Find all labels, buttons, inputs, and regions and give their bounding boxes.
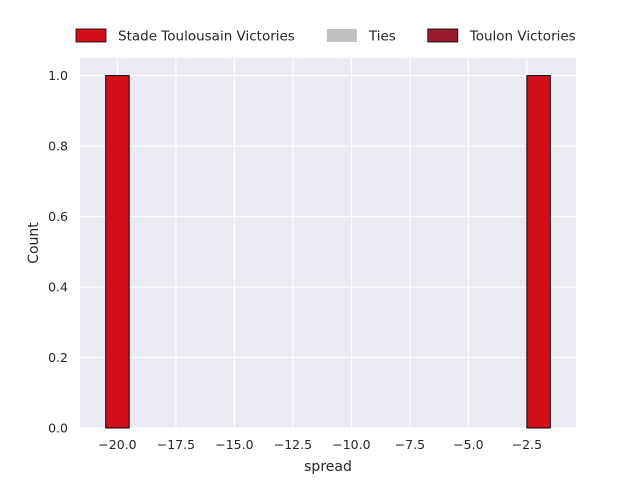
legend-swatch — [326, 29, 357, 42]
y-tick-label: 0.0 — [48, 421, 68, 436]
x-tick-label: −7.5 — [395, 437, 425, 452]
x-tick-label: −12.5 — [274, 437, 312, 452]
x-tick-label: −20.0 — [98, 437, 136, 452]
grid-lines — [80, 58, 576, 429]
legend-label: Ties — [368, 29, 396, 45]
legend-entry: Stade Toulousain Victories — [75, 28, 295, 45]
y-tick-label: 0.2 — [48, 350, 68, 365]
x-axis-label: spread — [304, 459, 352, 475]
x-tick-label: −17.5 — [157, 437, 195, 452]
y-axis: 0.0 0.2 0.4 0.6 0.8 1.0 — [48, 68, 68, 435]
legend-swatch — [75, 28, 107, 43]
legend-swatch — [427, 28, 459, 43]
plot-background — [80, 58, 576, 428]
x-tick-label: −15.0 — [215, 437, 253, 452]
histogram-bar — [526, 75, 551, 429]
legend-entry: Ties — [326, 29, 396, 45]
x-tick-label: −2.5 — [512, 437, 542, 452]
y-tick-label: 0.6 — [48, 209, 68, 224]
histogram-bar — [105, 75, 130, 429]
x-tick-label: −5.0 — [453, 437, 483, 452]
y-tick-label: 0.8 — [48, 139, 68, 154]
y-tick-label: 1.0 — [48, 68, 68, 83]
legend-entry: Toulon Victories — [427, 28, 576, 45]
legend-label: Toulon Victories — [469, 29, 576, 45]
bars — [105, 75, 551, 429]
y-axis-label: Count — [26, 222, 42, 264]
x-tick-label: −10.0 — [332, 437, 370, 452]
x-axis: −20.0 −17.5 −15.0 −12.5 −10.0 −7.5 −5.0 −2.5 — [98, 437, 542, 452]
legend-label: Stade Toulousain Victories — [118, 29, 295, 45]
y-tick-label: 0.4 — [48, 280, 68, 295]
legend: Stade Toulousain Victories Ties Toulon Vic… — [75, 28, 576, 45]
